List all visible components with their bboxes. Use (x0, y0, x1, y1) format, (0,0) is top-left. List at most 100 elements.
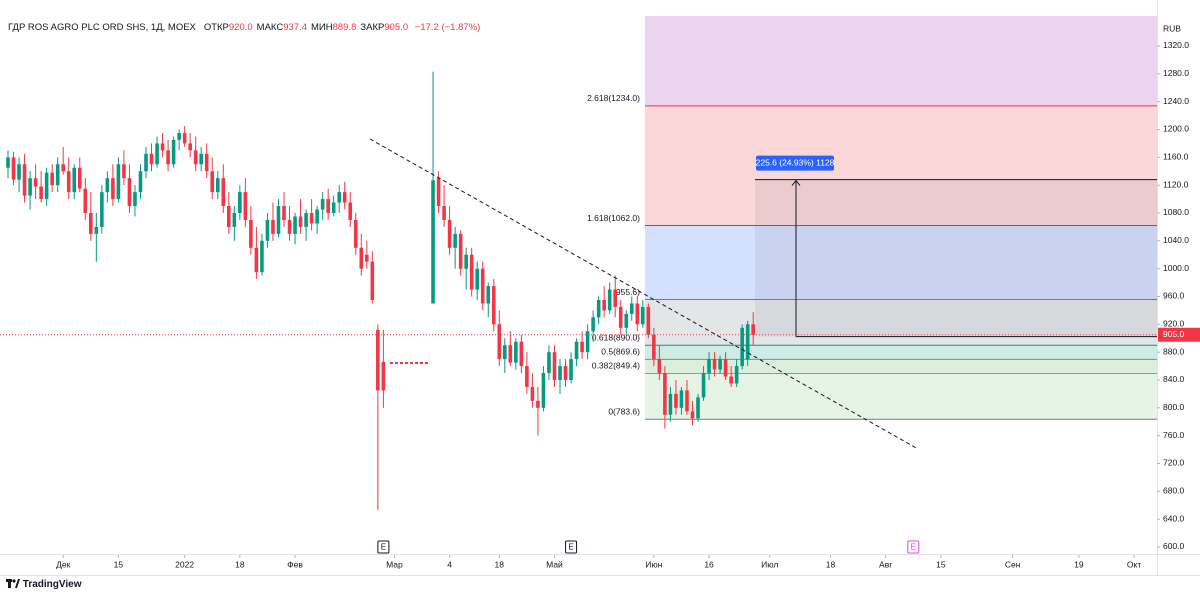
candle-body (563, 366, 568, 380)
x-tick-label: Фев (287, 559, 303, 569)
candle-body (469, 254, 474, 290)
candle-body (365, 254, 369, 262)
y-tick-label: 960.0 (1163, 291, 1185, 301)
y-tick-label: 1200.0 (1163, 124, 1189, 134)
fib-label: (955.6) (613, 287, 640, 297)
candle-body (72, 167, 77, 193)
candle-body (690, 411, 695, 419)
field-value: 937.4 (283, 22, 307, 33)
candle-body (210, 171, 215, 193)
candle-body (370, 261, 375, 300)
candle-body (475, 268, 480, 290)
candle-body (491, 286, 496, 325)
candle-body (480, 268, 485, 304)
field-label: МАКС (256, 22, 284, 33)
brand[interactable]: TradingView (6, 578, 82, 590)
candle-body (61, 164, 66, 172)
fib-label: 0(783.6) (608, 406, 640, 416)
candle-body (138, 171, 143, 193)
x-tick-label: 15 (936, 559, 946, 569)
candle-body (171, 139, 176, 165)
field-value: 920.0 (228, 22, 253, 33)
candle-body (166, 150, 170, 165)
candle-body (298, 216, 303, 227)
candle-body (508, 345, 513, 363)
legend-header: ГДР ROS AGRO PLC ORD SHS, 1Д, MOEX ОТКР9… (8, 22, 480, 33)
candle-body (585, 331, 590, 353)
y-tick-label: 1240.0 (1163, 96, 1189, 106)
y-tick-label: 1160.0 (1163, 152, 1189, 162)
candle-body (591, 317, 595, 332)
candle-body (50, 172, 54, 186)
candle-body (734, 366, 739, 384)
x-tick-label: 19 (1074, 559, 1084, 569)
fib-label: 0.382(849.4) (592, 361, 640, 371)
candle-body (182, 132, 187, 144)
candle-body (193, 150, 198, 165)
candle-body (265, 219, 270, 241)
y-tick-label: 1040.0 (1163, 235, 1189, 245)
candle-body (580, 341, 584, 353)
fib-label: 2.618(1234.0) (587, 93, 640, 103)
x-tick-label: Авг (879, 559, 892, 569)
candle-body (624, 313, 629, 328)
candle-body (243, 192, 248, 220)
candle-body (276, 206, 281, 234)
candle-body (652, 334, 656, 360)
candle-body (486, 286, 491, 304)
candle-body (342, 192, 347, 203)
candle-body (685, 390, 689, 412)
candle-body (55, 164, 60, 186)
candle-body (127, 178, 132, 207)
candle-body (519, 341, 524, 367)
candle-body (497, 324, 502, 360)
measure-label-bg (756, 155, 834, 171)
candle-body (133, 192, 137, 207)
candle-body (271, 219, 275, 234)
candle-body (100, 192, 104, 227)
y-tick-label: 1120.0 (1163, 179, 1189, 189)
brand-name: TradingView (22, 579, 82, 590)
candle-body (668, 393, 673, 415)
ohlc-fields: ОТКР920.0 МАКС937.4 МИН889.8 ЗАКР905.0 (204, 22, 412, 33)
last-price-label: 905.0 (1163, 329, 1185, 339)
candle-body (679, 390, 684, 408)
candle-body (293, 216, 297, 234)
x-tick-label: Окт (1127, 559, 1141, 569)
candle-body (431, 180, 435, 304)
candle-body (729, 376, 733, 384)
y-tick-label: 920.0 (1163, 319, 1185, 329)
x-tick-label: 15 (114, 559, 124, 569)
candle-body (221, 178, 226, 207)
candle-body (199, 153, 204, 165)
candle-body (718, 359, 722, 370)
candle-body (663, 373, 667, 415)
candle-body (77, 167, 82, 189)
x-tick-label: 18 (235, 559, 245, 569)
candle-body (458, 233, 463, 269)
x-tick-label: Май (546, 559, 563, 569)
candle-body (381, 361, 386, 391)
x-tick-label: 2022 (175, 559, 194, 569)
x-tick-label: Дек (56, 559, 70, 569)
candle-body (44, 172, 49, 200)
candle-body (525, 366, 529, 387)
candle-body (315, 209, 319, 224)
candle-body (149, 153, 154, 165)
candle-body (254, 247, 259, 273)
candle-body (558, 366, 562, 380)
candle-body (530, 386, 535, 401)
candle-body (260, 240, 264, 273)
field-label: ОТКР (203, 22, 229, 33)
x-tick-label: Июл (761, 559, 778, 569)
candle-body (39, 186, 43, 200)
candle-body (215, 178, 220, 193)
y-tick-label: 760.0 (1163, 430, 1185, 440)
candle-body (249, 219, 253, 248)
measure-box (755, 179, 1157, 337)
candle-body (646, 306, 651, 335)
candle-body (326, 199, 330, 213)
candle-body (376, 329, 380, 391)
